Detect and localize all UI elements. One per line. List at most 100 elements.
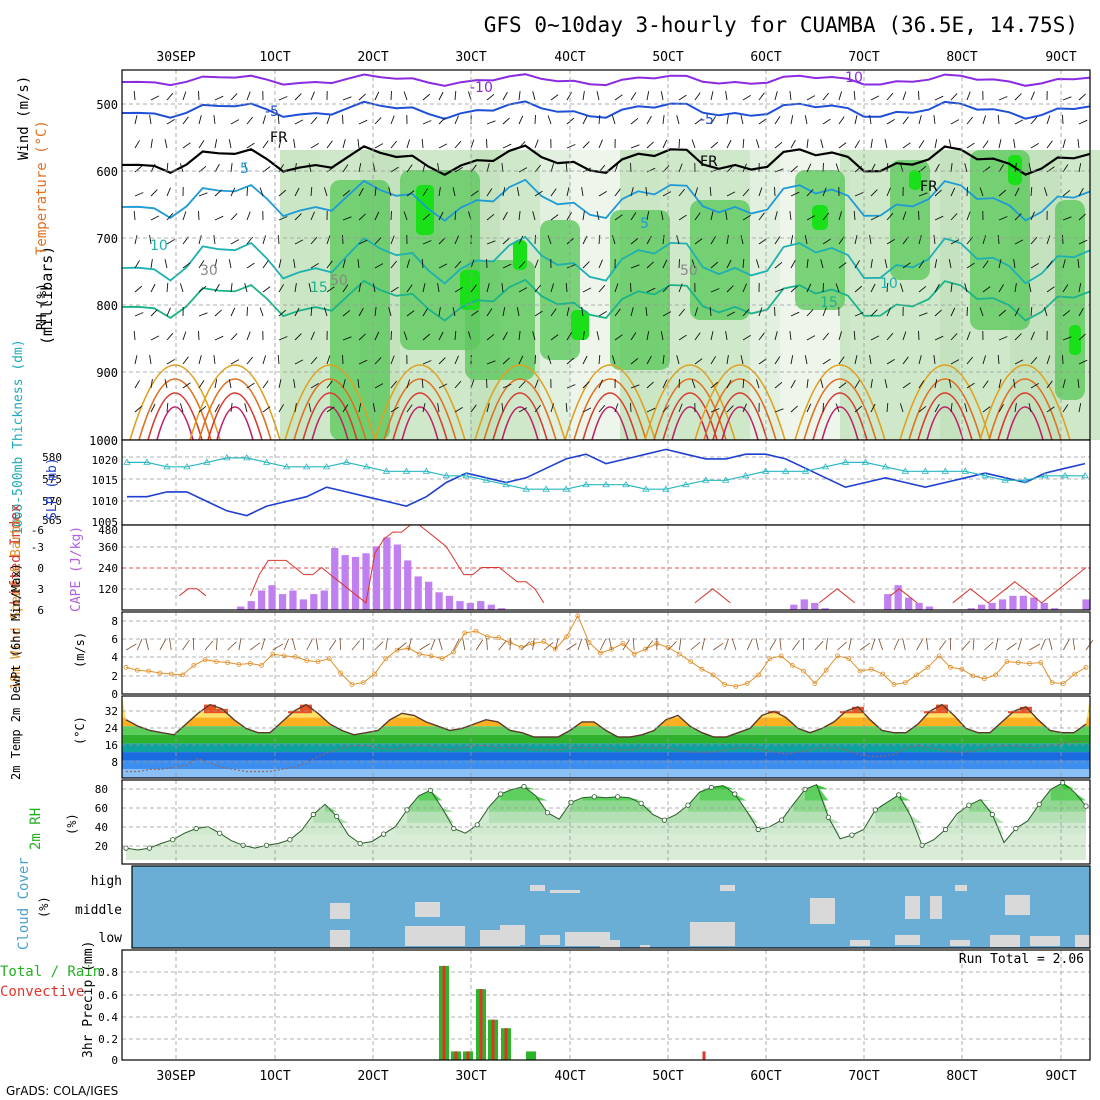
wind-speed-marker — [677, 651, 682, 657]
wind-barb — [390, 140, 398, 149]
wind-barb — [278, 284, 284, 293]
temp-contour-warm — [216, 406, 254, 441]
wind-speed-marker — [722, 682, 727, 687]
rh-marker — [170, 837, 176, 843]
wind-barb — [822, 332, 830, 341]
wind-barb — [294, 333, 302, 341]
wind-barb — [835, 283, 840, 293]
wind-barb — [501, 403, 504, 413]
wind-barb — [516, 187, 520, 197]
cloud-bar — [720, 885, 735, 891]
wind-barb — [566, 384, 576, 389]
rh-marker — [380, 831, 387, 837]
wind-barb — [853, 210, 856, 221]
rh-marker — [404, 807, 410, 813]
wind-barb — [806, 189, 814, 197]
wind-barb — [259, 187, 264, 197]
temp-contour-warm — [979, 364, 1071, 441]
cloud-ylabel: Cloud Cover — [16, 857, 32, 950]
wind-barb — [774, 91, 778, 101]
thickness-marker — [362, 463, 371, 470]
wind-barb — [357, 259, 360, 269]
wind-barb — [134, 380, 140, 389]
wind-barb-10m — [679, 638, 682, 651]
wind-barb — [742, 403, 747, 413]
wind-barb — [294, 403, 297, 413]
wind-barb-10m — [1017, 638, 1023, 651]
thick-ylabel: 1000-500mb Thickness (dm) — [11, 339, 26, 535]
wind-barb — [1014, 213, 1022, 221]
wind-barb — [950, 307, 956, 317]
wind-barb — [678, 378, 680, 389]
cape-bar — [790, 604, 798, 610]
wind-barb — [390, 235, 395, 245]
wind-barb — [438, 211, 444, 221]
wind-barb — [342, 216, 352, 221]
thickness-marker — [582, 480, 590, 488]
wind-barb — [709, 186, 712, 197]
wind-barb — [326, 355, 331, 365]
wind-barb — [357, 139, 360, 149]
wind-barb — [262, 260, 269, 269]
bottom-date-label: 3OCT — [455, 1069, 486, 1084]
wind-barb — [948, 379, 952, 389]
wind-barb-10m — [848, 638, 852, 651]
wind-barb — [1014, 93, 1022, 101]
wind-barb — [998, 284, 1004, 293]
wind-barb — [758, 358, 767, 365]
wind-barb — [406, 190, 415, 197]
top-date-label: 3OCT — [455, 50, 486, 65]
rh-marker — [825, 814, 832, 820]
wind-barb — [950, 283, 953, 293]
wind-barb-10m — [283, 638, 289, 651]
wind-speed-marker — [710, 672, 716, 678]
cloud-bg — [132, 866, 1090, 948]
wind-barb — [662, 285, 670, 293]
wind-barb — [403, 211, 408, 221]
wind-barb — [566, 357, 575, 365]
wind-barb — [534, 190, 543, 197]
rh-tick: 80 — [95, 783, 108, 796]
wind-barb — [518, 287, 528, 293]
wind-barb — [246, 211, 251, 221]
wind-barb — [438, 187, 441, 197]
wind-barb — [950, 187, 956, 197]
wind-barb — [1014, 307, 1020, 317]
wind-barb — [950, 93, 958, 101]
wind-barb-10m — [938, 640, 947, 651]
wind-barb — [918, 330, 920, 341]
wind-barb — [214, 189, 222, 197]
wind-barb — [454, 330, 457, 341]
wind-speed-marker — [349, 682, 355, 687]
temp-contour-15 — [121, 278, 1091, 322]
wind-barb — [246, 142, 255, 149]
wind-barb — [822, 118, 831, 125]
wind-barb — [899, 283, 904, 293]
wind-barb — [438, 383, 448, 389]
wind-barb — [470, 190, 479, 197]
precip-bg — [122, 950, 1090, 1060]
contour-label: -5 — [700, 112, 714, 128]
wind-barb — [918, 235, 922, 245]
wind-barb — [342, 234, 344, 245]
wind-barb — [134, 285, 143, 293]
wind-barb-10m — [902, 638, 906, 651]
temp-contour-warm — [311, 406, 349, 441]
wind-barb — [310, 91, 315, 101]
wind-barb — [1030, 356, 1038, 365]
wind-barb — [1028, 403, 1032, 413]
wind-barb — [694, 212, 701, 221]
wind-barb — [1030, 263, 1039, 269]
wind-barb — [1062, 114, 1064, 125]
temp-hot-cap — [288, 711, 300, 714]
wind-barb — [694, 187, 699, 197]
wind-barb — [966, 116, 974, 125]
wind-barb-10m — [1029, 643, 1041, 651]
rh-bright — [909, 170, 921, 190]
wind-speed-marker — [213, 659, 219, 664]
wind-barb — [758, 332, 765, 341]
wind-barb — [294, 119, 304, 125]
wind-barb — [438, 237, 446, 245]
wind-barb — [452, 187, 456, 197]
temp-tick: 16 — [105, 739, 118, 752]
